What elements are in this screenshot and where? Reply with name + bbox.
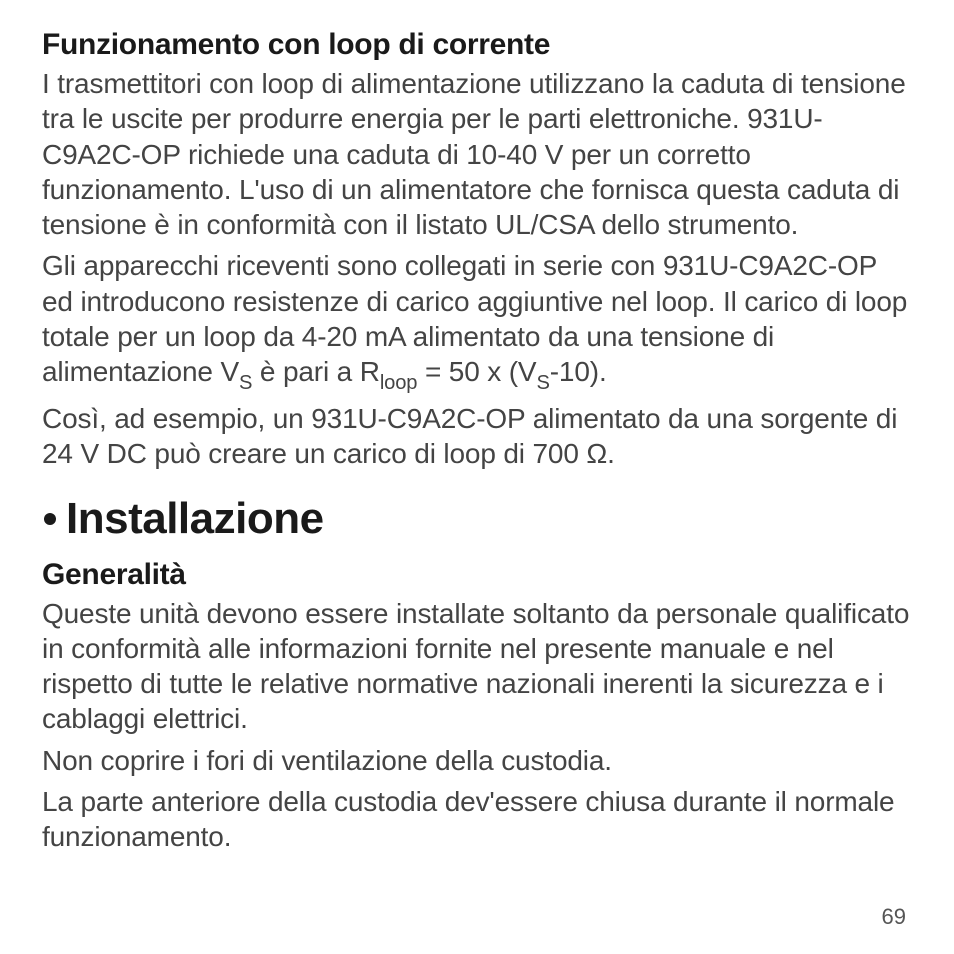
subheading-loop-operation: Funzionamento con loop di corrente <box>42 28 912 62</box>
section-heading-installation: Installazione <box>42 494 912 544</box>
formula-sub-vs1: S <box>239 372 252 394</box>
paragraph-loop-intro: I trasmettitori con loop di alimentazion… <box>42 66 912 242</box>
paragraph-install-vents: Non coprire i fori di ventilazione della… <box>42 743 912 778</box>
paragraph-loop-formula: Gli apparecchi riceventi sono collegati … <box>42 248 912 395</box>
formula-text-c: = 50 x (V <box>417 356 536 387</box>
formula-text-d: -10). <box>550 356 607 387</box>
paragraph-install-qualified: Queste unità devono essere installate so… <box>42 596 912 737</box>
paragraph-install-front: La parte anteriore della custodia dev'es… <box>42 784 912 855</box>
paragraph-loop-example: Così, ad esempio, un 931U-C9A2C-OP alime… <box>42 401 912 472</box>
bullet-icon <box>44 513 56 525</box>
formula-sub-vs2: S <box>536 372 549 394</box>
formula-text-b: è pari a R <box>252 356 380 387</box>
document-page: Funzionamento con loop di corrente I tra… <box>0 0 954 954</box>
formula-sub-rloop: loop <box>380 372 418 394</box>
subheading-general: Generalità <box>42 558 912 592</box>
section-heading-text: Installazione <box>66 494 324 544</box>
page-number: 69 <box>882 904 906 930</box>
